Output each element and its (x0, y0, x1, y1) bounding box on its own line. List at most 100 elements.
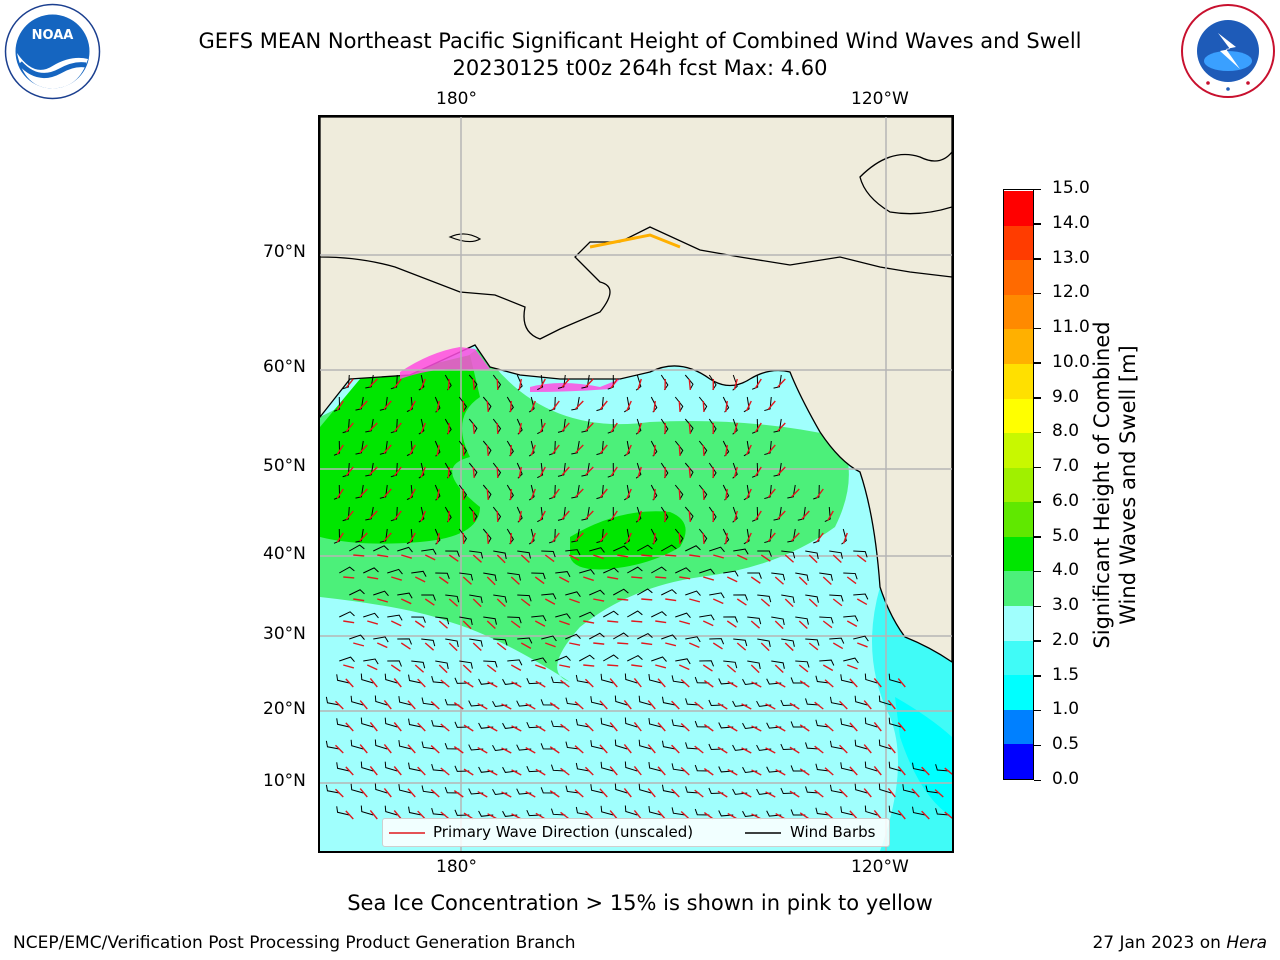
nws-logo (1180, 3, 1276, 99)
wave-direction-arrow (671, 788, 680, 798)
wave-direction-arrow (530, 488, 536, 500)
wind-barb (339, 566, 355, 574)
wind-barb (878, 783, 892, 794)
wind-barb (843, 657, 859, 664)
wind-barb (431, 808, 446, 816)
chart-subtitle: 20230125 t00z 264h fcst Max: 4.60 (452, 56, 828, 80)
wave-direction-arrow (678, 488, 681, 501)
wind-barb (674, 484, 684, 500)
wind-barb (571, 396, 580, 411)
wave-direction-arrow (617, 598, 629, 601)
wave-direction-arrow (560, 811, 570, 820)
wind-barb (363, 658, 379, 665)
wave-direction-arrow (472, 554, 482, 563)
wind-barb (747, 660, 761, 670)
wind-barb (912, 762, 926, 772)
wind-barb (349, 544, 365, 552)
wave-direction-arrow (733, 422, 738, 434)
wind-barb (336, 718, 350, 728)
wind-barb (590, 740, 604, 750)
colorbar-tick-mark (1034, 258, 1041, 260)
wave-direction-arrow (765, 747, 776, 754)
wind-barb (387, 660, 402, 667)
wind-barb (854, 695, 868, 706)
graticule (320, 117, 952, 851)
wind-barb (507, 572, 522, 581)
wave-direction-arrow (689, 598, 701, 603)
wave-direction-arrow (679, 576, 691, 580)
wind-barb (600, 673, 614, 684)
wave-direction-arrow (623, 699, 632, 710)
lon-label-top-120w: 120°W (851, 89, 909, 109)
wind-barb (935, 764, 950, 772)
wave-direction-arrow (689, 554, 701, 558)
wave-direction-arrow (799, 724, 810, 732)
wave-direction-arrow (599, 788, 608, 798)
wave-direction-arrow (726, 576, 738, 583)
colorbar-tick-label: 8.0 (1052, 421, 1080, 442)
wind-barb (757, 550, 772, 557)
wave-direction-arrow (849, 722, 858, 732)
wind-barb (390, 418, 398, 434)
wave-direction-arrow (679, 620, 691, 625)
wave-direction-arrow (846, 576, 857, 585)
wave-direction-arrow (593, 642, 605, 645)
wave-direction-arrow (414, 576, 426, 583)
wave-direction-arrow (631, 664, 643, 668)
wave-direction-arrow (369, 378, 378, 388)
colorbar-bin (1004, 190, 1033, 226)
wind-barb (600, 805, 614, 816)
wind-barb (540, 743, 556, 750)
wave-direction-arrow (511, 769, 522, 776)
wind-barb (627, 610, 643, 618)
wave-direction-arrow (633, 809, 642, 820)
wind-barb (699, 660, 715, 667)
wave-direction-arrow (680, 723, 690, 732)
wave-direction-arrow (400, 642, 411, 650)
wave-direction-arrow (703, 724, 714, 732)
wave-direction-arrow (814, 745, 824, 754)
wave-direction-arrow (561, 422, 570, 432)
wind-barb (675, 567, 691, 574)
wave-direction-arrow (822, 620, 833, 629)
wave-direction-arrow (549, 746, 560, 754)
wave-direction-arrow (568, 554, 580, 561)
wave-direction-arrow (486, 488, 489, 501)
lat-label-30n: 30°N (263, 624, 306, 644)
wind-barb (435, 660, 449, 670)
wind-barb (751, 374, 759, 390)
colorbar-tick-mark (1034, 292, 1041, 295)
wind-barb (492, 374, 502, 390)
wind-barbs-legend-swatch (745, 832, 781, 834)
wave-direction-arrow (496, 598, 506, 607)
wind-barb (408, 718, 422, 728)
wave-direction-arrow (767, 488, 776, 498)
wave-direction-arrow (726, 664, 737, 673)
footer-credit: NCEP/EMC/Verification Post Processing Pr… (13, 933, 576, 953)
wave-direction-arrow (334, 700, 344, 710)
wave-direction-arrow (520, 642, 532, 650)
wind-barb (674, 440, 684, 456)
wave-direction-arrow (518, 422, 522, 434)
wind-barb (557, 418, 566, 433)
wind-barb (878, 739, 892, 750)
colorbar-label-line2: Wind Waves and Swell [m] (1116, 345, 1140, 625)
wind-barb (684, 462, 694, 478)
wind-barb (805, 786, 820, 794)
wave-direction-arrow (741, 747, 752, 754)
wave-direction-arrow (359, 700, 368, 710)
wind-barb (685, 636, 701, 643)
wind-barb (406, 484, 413, 501)
wave-direction-arrow (585, 378, 594, 388)
wave-direction-arrow (569, 598, 580, 604)
wave-direction-arrow (751, 725, 762, 732)
wind-barb (483, 616, 497, 625)
wave-direction-arrow (487, 769, 498, 776)
wave-direction-arrow (637, 466, 642, 478)
wind-barb (397, 546, 413, 553)
wind-barb (661, 589, 677, 596)
wave-direction-arrow (369, 722, 378, 732)
wind-barb (575, 806, 590, 816)
wind-barb (379, 440, 388, 455)
wind-barb (350, 739, 364, 750)
